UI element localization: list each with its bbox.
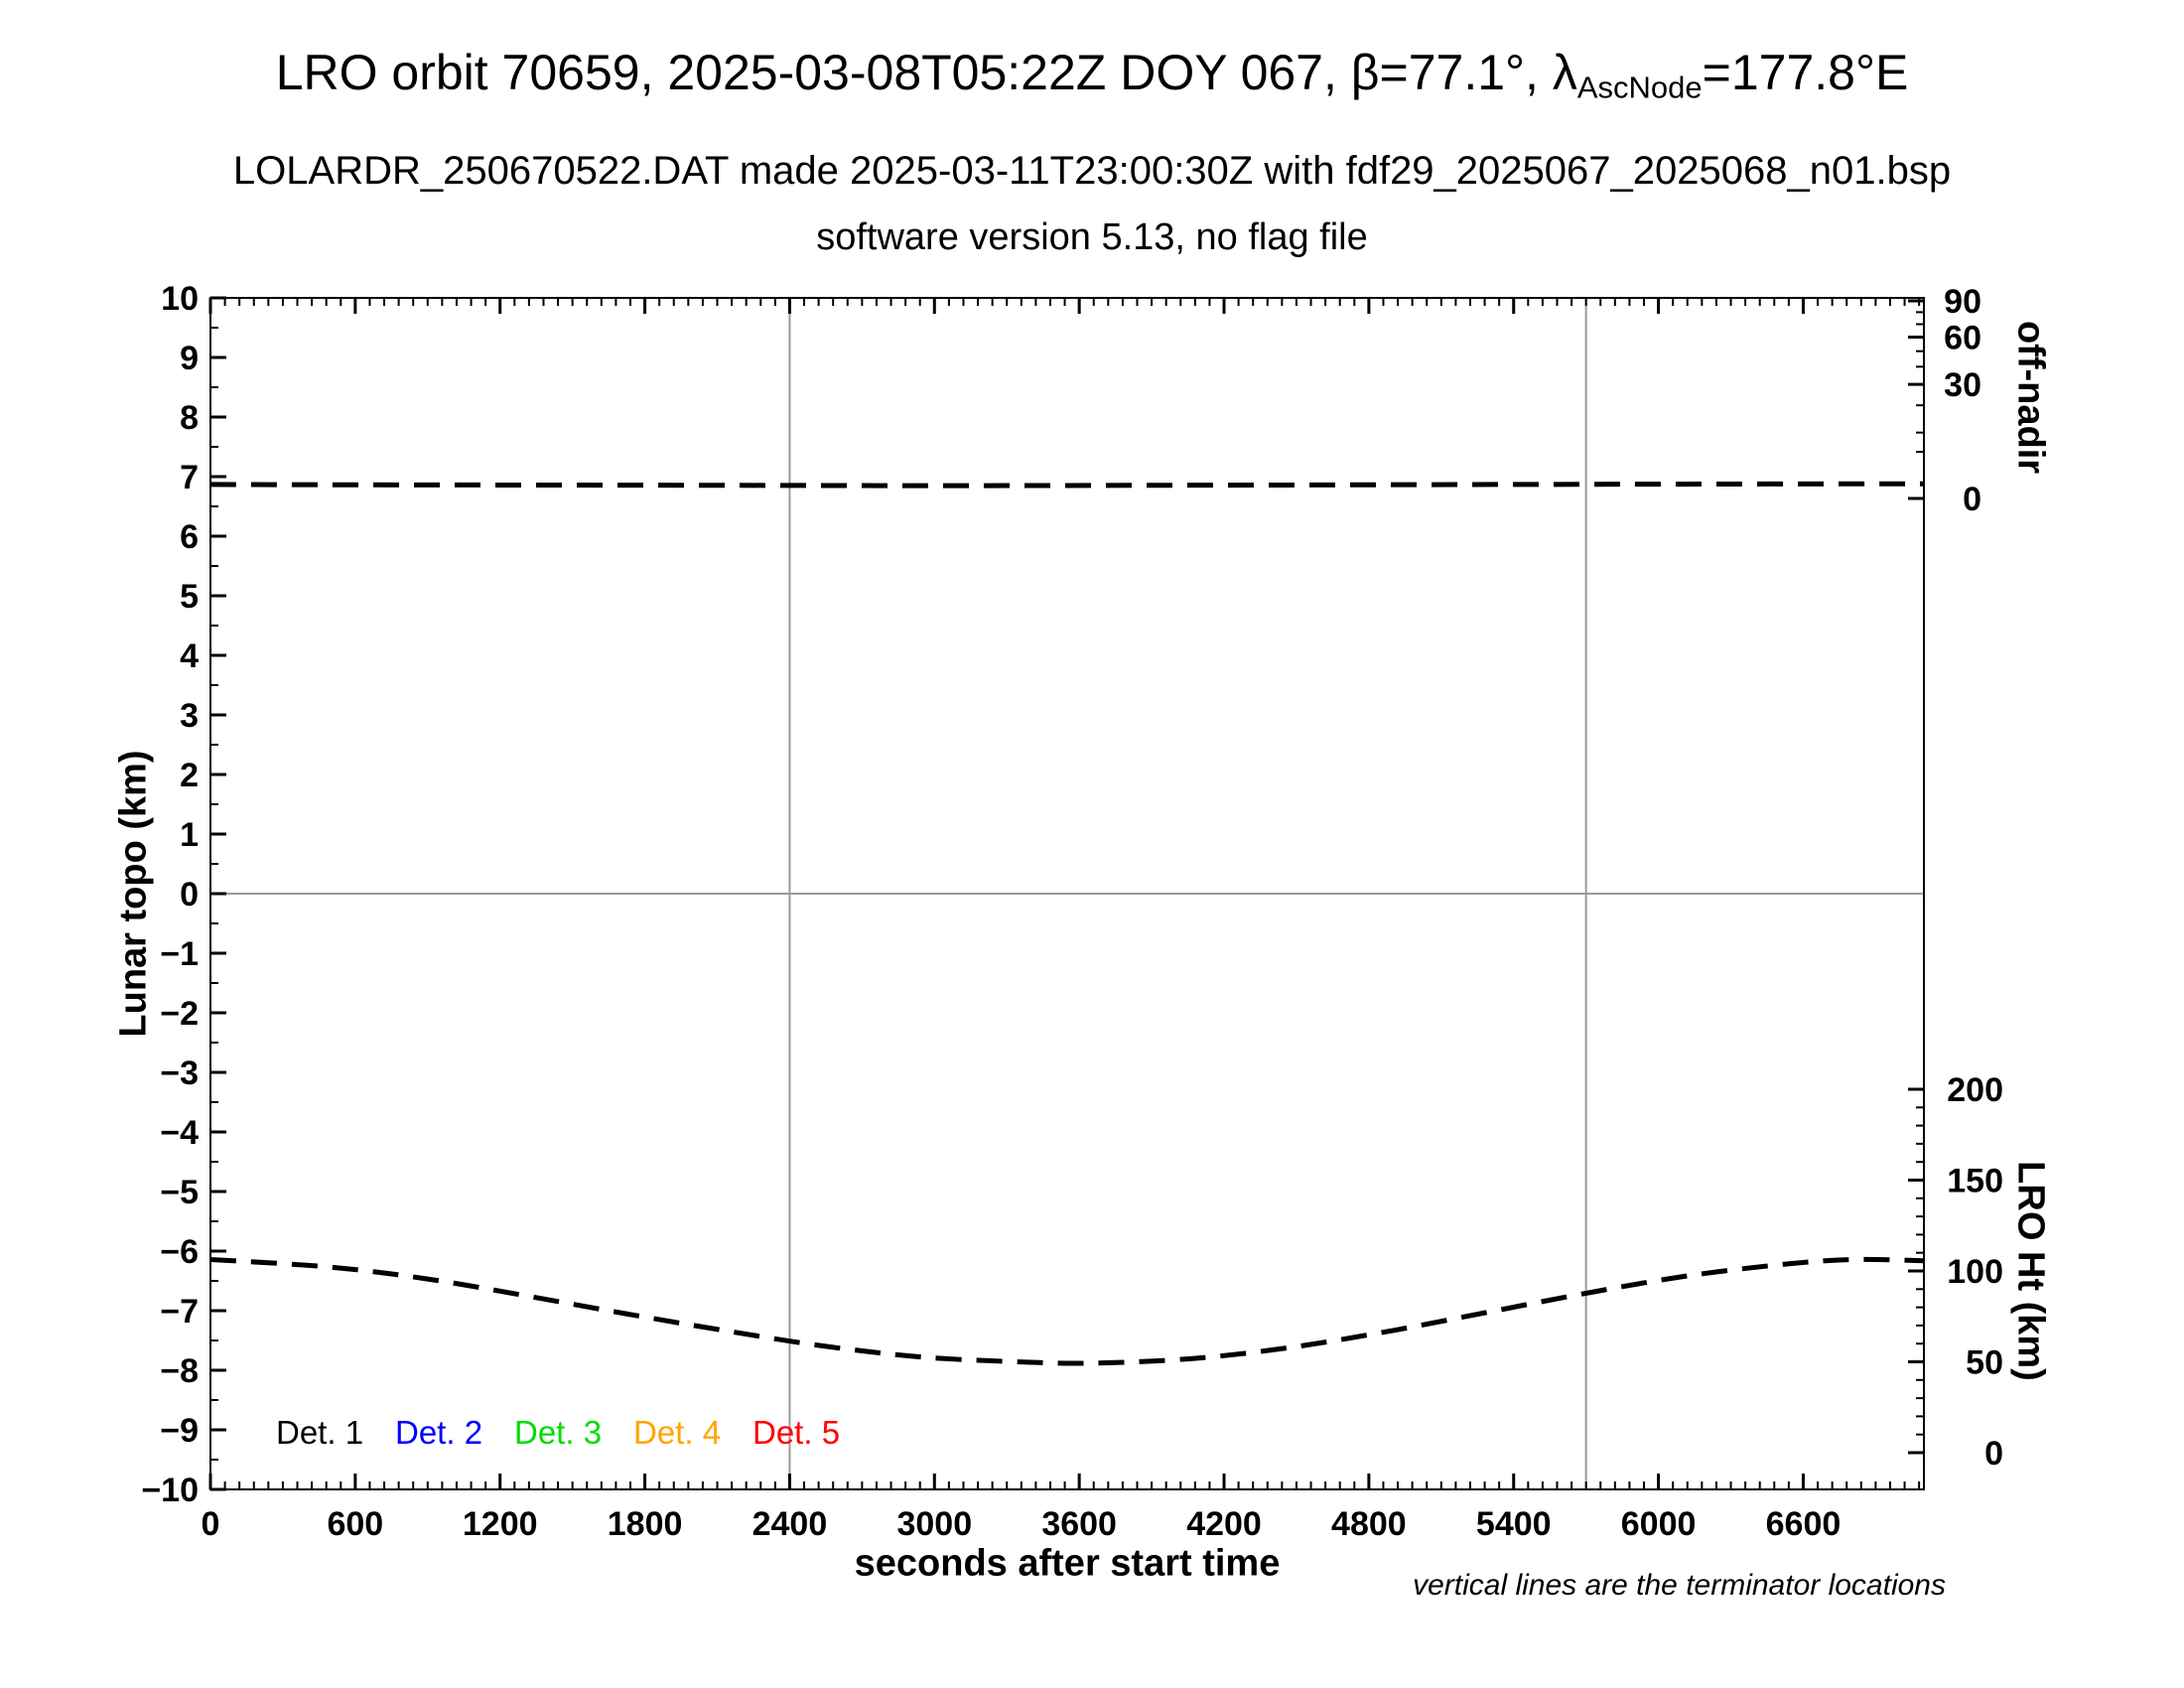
legend-item-det-5: Det. 5 — [752, 1414, 841, 1451]
legend-item-det-3: Det. 3 — [514, 1414, 603, 1451]
x-tick-label: 4200 — [1186, 1505, 1262, 1543]
x-tick-label: 3000 — [896, 1505, 972, 1543]
subtitle-data-file: LOLARDR_250670522.DAT made 2025-03-11T23… — [232, 149, 1952, 193]
y-left-tick-label: −3 — [160, 1055, 199, 1092]
y-left-tick-label: −6 — [160, 1233, 199, 1271]
y-left-tick-label: 8 — [180, 399, 199, 437]
x-tick-label: 1800 — [608, 1505, 683, 1543]
title-suffix: =177.8°E — [1702, 45, 1909, 100]
x-tick-label: 2400 — [752, 1505, 828, 1543]
y-left-tick-label: 9 — [180, 340, 199, 377]
offnadir-tick-label: 30 — [1944, 366, 1981, 404]
x-tick-label: 600 — [327, 1505, 383, 1543]
x-tick-label: 3600 — [1041, 1505, 1117, 1543]
y-left-tick-label: −10 — [141, 1472, 199, 1509]
off-nadir-curve — [209, 481, 1925, 489]
x-tick-label: 5400 — [1476, 1505, 1552, 1543]
page-title: LRO orbit 70659, 2025-03-08T05:22Z DOY 0… — [0, 46, 2184, 105]
legend-item-det-2: Det. 2 — [395, 1414, 483, 1451]
lro-height-curve — [209, 1256, 1925, 1366]
y-left-tick-label: −1 — [160, 935, 199, 973]
terminator-note: vertical lines are the terminator locati… — [1413, 1569, 1946, 1602]
ht-tick-label: 0 — [1984, 1435, 2003, 1473]
y-left-tick-label: 7 — [180, 459, 199, 496]
ht-tick-label: 50 — [1966, 1344, 2003, 1382]
offnadir-tick-label: 60 — [1944, 320, 1981, 357]
y-left-tick-label: −5 — [160, 1174, 199, 1211]
y-left-tick-label: −4 — [160, 1114, 199, 1152]
y-left-tick-label: −2 — [160, 995, 199, 1033]
ht-tick-label: 200 — [1947, 1071, 2003, 1109]
x-tick-label: 4800 — [1331, 1505, 1407, 1543]
y-left-tick-label: 1 — [180, 816, 199, 854]
x-tick-label: 6600 — [1766, 1505, 1842, 1543]
y-left-tick-label: 10 — [161, 280, 199, 318]
y-left-tick-label: 3 — [180, 697, 199, 735]
offnadir-tick-label: 0 — [1963, 481, 1981, 518]
y-left-tick-label: −9 — [160, 1412, 199, 1450]
y-left-tick-label: 0 — [180, 876, 199, 914]
right-axis-label-lro-ht: LRO Ht (km) — [2009, 1161, 2052, 1381]
title-text: LRO orbit 70659, 2025-03-08T05:22Z DOY 0… — [275, 45, 1577, 100]
title-lambda-subscript: AscNode — [1576, 70, 1703, 105]
offnadir-tick-label: 90 — [1944, 283, 1981, 321]
y-left-tick-label: 4 — [180, 637, 199, 675]
y-left-tick-label: 2 — [180, 757, 199, 794]
y-left-tick-label: 5 — [180, 578, 199, 616]
x-tick-label: 0 — [202, 1505, 220, 1543]
x-tick-label: 6000 — [1621, 1505, 1697, 1543]
y-axis-label-lunar-topo: Lunar topo (km) — [112, 750, 155, 1038]
y-left-tick-label: −7 — [160, 1293, 199, 1331]
y-left-tick-label: −8 — [160, 1352, 199, 1390]
right-axis-label-off-nadir: off-nadir — [2009, 320, 2052, 475]
subtitle-software-version: software version 5.13, no flag file — [816, 216, 1368, 258]
legend-item-det-1: Det. 1 — [276, 1414, 364, 1451]
legend-item-det-4: Det. 4 — [633, 1414, 722, 1451]
ht-tick-label: 150 — [1947, 1163, 2003, 1200]
x-axis-label-seconds: seconds after start time — [854, 1542, 1281, 1585]
x-tick-label: 1200 — [463, 1505, 538, 1543]
y-left-tick-label: 6 — [180, 518, 199, 556]
ht-tick-label: 100 — [1947, 1253, 2003, 1291]
